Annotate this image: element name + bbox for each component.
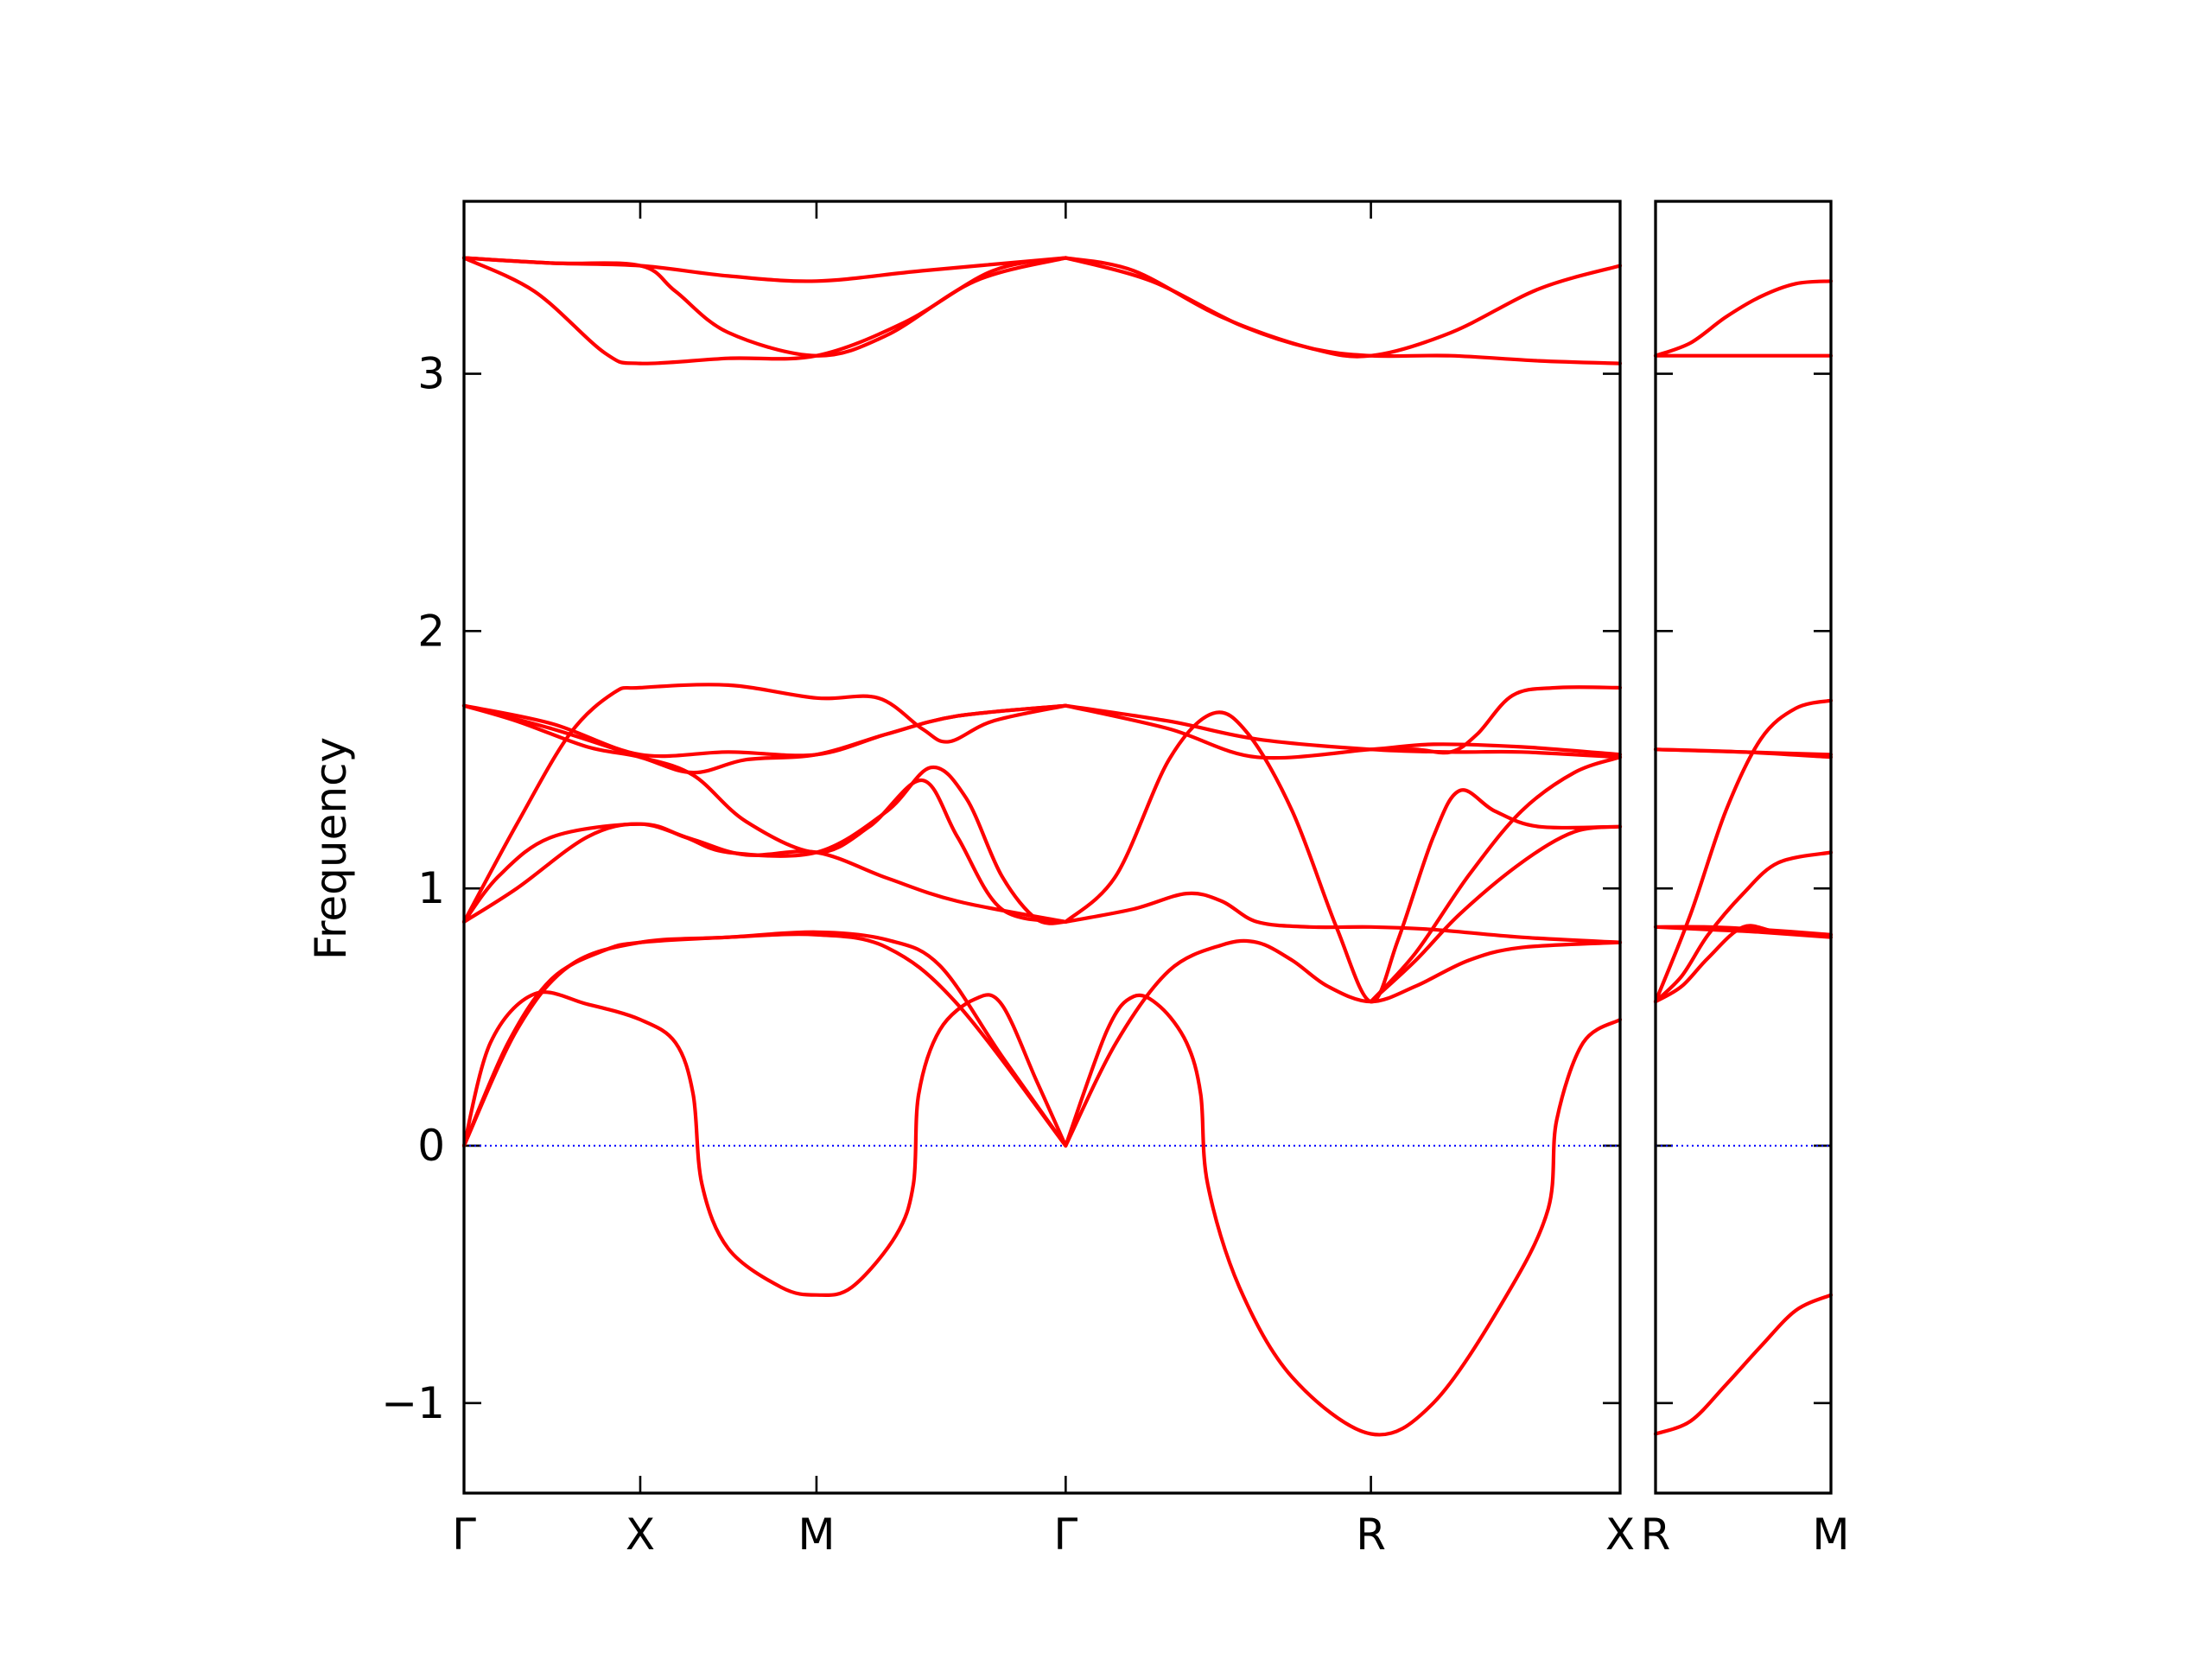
y-tick-label: −1 bbox=[381, 1378, 445, 1428]
x-tick-label: Γ bbox=[1053, 1510, 1077, 1560]
band-main-3 bbox=[1064, 993, 1623, 1437]
ticks-layer bbox=[462, 201, 1833, 1493]
band-main-11 bbox=[1064, 710, 1623, 1004]
band-inset-5 bbox=[1653, 925, 1834, 939]
band-main-8 bbox=[461, 703, 1068, 924]
band-inset-2 bbox=[1653, 850, 1834, 1004]
band-main-22 bbox=[1064, 256, 1623, 365]
band-main-6 bbox=[461, 683, 1068, 924]
main-axes-frame bbox=[462, 200, 1622, 1495]
x-tick-label: R bbox=[1356, 1510, 1386, 1560]
band-inset-3 bbox=[1653, 698, 1834, 1004]
band-inset-7 bbox=[1653, 747, 1834, 760]
band-main-7 bbox=[461, 822, 1068, 924]
band-main-10 bbox=[461, 703, 1068, 775]
band-main-20 bbox=[461, 256, 1068, 358]
band-main-21 bbox=[1064, 256, 1623, 359]
band-main-15 bbox=[1369, 824, 1623, 1004]
band-inset-9 bbox=[1653, 279, 1834, 358]
band-inset-0 bbox=[1653, 1293, 1834, 1436]
bands-layer bbox=[461, 256, 1834, 1437]
y-tick-label: 3 bbox=[417, 349, 445, 399]
y-tick-label: 0 bbox=[417, 1121, 445, 1171]
x-tick-label: R bbox=[1641, 1510, 1671, 1560]
band-main-1 bbox=[461, 930, 1068, 1148]
x-tick-label: X bbox=[626, 1510, 655, 1560]
band-main-17 bbox=[1369, 685, 1623, 755]
band-main-2 bbox=[461, 932, 1068, 1148]
band-main-12 bbox=[1064, 891, 1623, 944]
x-tick-label: M bbox=[798, 1510, 835, 1560]
inset-axes-frame bbox=[1654, 200, 1833, 1495]
y-axis-label: Frequency bbox=[306, 737, 356, 960]
x-tick-label: Γ bbox=[452, 1510, 476, 1560]
x-tick-label: M bbox=[1812, 1510, 1849, 1560]
band-main-4 bbox=[1064, 938, 1623, 1148]
band-main-0 bbox=[461, 990, 1068, 1298]
y-tick-label: 1 bbox=[417, 863, 445, 913]
x-tick-label: X bbox=[1605, 1510, 1635, 1560]
band-main-5 bbox=[461, 766, 1068, 925]
band-main-14 bbox=[1064, 703, 1623, 760]
y-tick-label: 2 bbox=[417, 606, 445, 656]
band-main-16 bbox=[1369, 755, 1623, 1004]
